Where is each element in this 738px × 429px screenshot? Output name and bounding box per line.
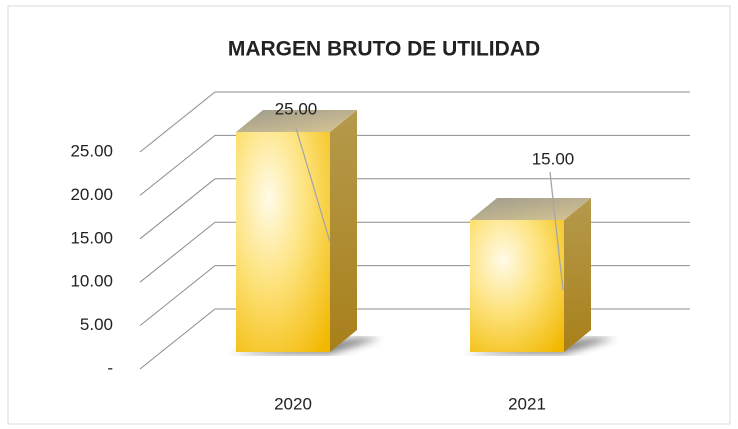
- y-tick-label: 10.00: [70, 272, 113, 291]
- bar-front: [470, 220, 564, 352]
- grid-line: [139, 91, 690, 153]
- grid-line: [139, 134, 690, 196]
- chart-title: MARGEN BRUTO DE UTILIDAD: [228, 38, 540, 61]
- leader-line: [549, 171, 564, 291]
- grid-line: [139, 178, 690, 240]
- bar-front: [236, 132, 330, 352]
- y-tick-label: -: [107, 358, 113, 377]
- chart-border: [7, 5, 731, 425]
- x-tick-label: 2020: [274, 394, 312, 413]
- y-tick-label: 25.00: [70, 141, 113, 160]
- bar-side: [330, 110, 357, 352]
- bar-top: [236, 110, 357, 132]
- bar-side: [564, 198, 591, 352]
- y-tick-label: 15.00: [70, 228, 113, 247]
- leader-line: [295, 127, 331, 243]
- data-label: 25.00: [275, 99, 318, 118]
- bar: [470, 198, 591, 352]
- bar-top: [470, 198, 591, 220]
- y-tick-label: 5.00: [80, 315, 113, 334]
- x-tick-label: 2021: [508, 394, 546, 413]
- data-label: 15.00: [532, 149, 575, 168]
- y-tick-label: 20.00: [70, 185, 113, 204]
- bar: [236, 110, 357, 352]
